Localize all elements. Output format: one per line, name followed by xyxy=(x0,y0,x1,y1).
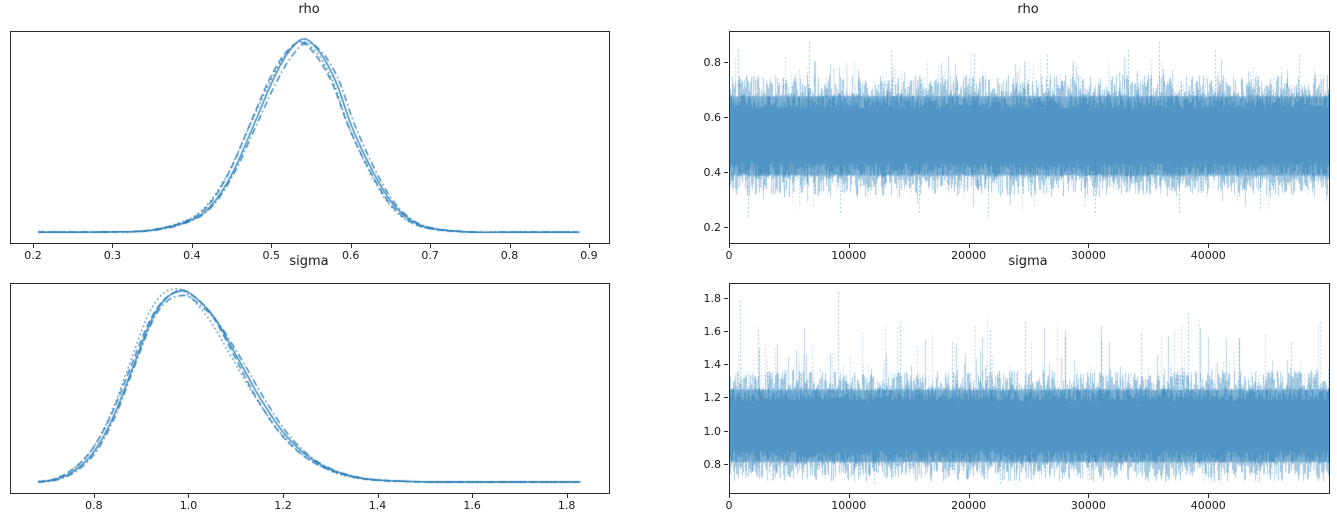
x-tick-mark xyxy=(1208,244,1210,248)
rho-trace-canvas xyxy=(730,32,1329,243)
x-tick-label: 0.4 xyxy=(183,249,201,262)
y-tick-label: 0.2 xyxy=(703,220,722,234)
y-tick-label: 1.4 xyxy=(703,358,722,372)
y-tick-mark xyxy=(724,463,728,465)
plot-title-sigma-density: sigma xyxy=(289,254,329,269)
x-tick-mark xyxy=(377,494,379,498)
x-tick-label: 0.6 xyxy=(341,249,360,262)
x-tick-label: 0.8 xyxy=(500,249,519,262)
sigma-trace-plot xyxy=(729,283,1330,494)
y-tick-label: 1.0 xyxy=(703,424,722,438)
x-tick-label: 1.6 xyxy=(463,499,481,512)
y-tick-mark xyxy=(724,331,728,333)
x-tick-mark xyxy=(112,244,114,248)
y-tick-label: 1.2 xyxy=(703,391,722,405)
x-tick-label: 1.8 xyxy=(557,499,576,512)
x-tick-label: 1.2 xyxy=(274,499,292,512)
sigma-density-plot xyxy=(10,283,610,494)
x-tick-mark xyxy=(729,494,730,498)
y-tick-label: 0.8 xyxy=(703,56,722,70)
y-tick-label: 1.8 xyxy=(703,291,722,305)
x-tick-mark xyxy=(188,494,190,498)
sigma-density-canvas xyxy=(11,284,609,493)
rho-density-plot xyxy=(10,31,610,244)
x-tick-label: 10000 xyxy=(831,499,867,512)
x-tick-mark xyxy=(350,244,352,248)
plot-title-rho-density: rho xyxy=(298,2,320,17)
plot-title-rho-trace: rho xyxy=(1017,2,1039,17)
x-tick-mark xyxy=(430,244,432,248)
rho-trace-plot xyxy=(729,31,1330,244)
x-tick-label: 20000 xyxy=(951,249,987,262)
x-tick-mark xyxy=(848,494,850,498)
x-tick-label: 0 xyxy=(725,249,733,262)
x-tick-label: 40000 xyxy=(1190,499,1226,512)
x-tick-label: 20000 xyxy=(951,499,987,512)
x-tick-mark xyxy=(1088,244,1090,248)
y-tick-mark xyxy=(724,116,728,118)
y-tick-label: 1.6 xyxy=(703,325,722,339)
x-tick-mark xyxy=(33,244,35,248)
x-tick-label: 0.5 xyxy=(262,249,281,262)
x-tick-label: 30000 xyxy=(1070,249,1106,262)
x-tick-label: 1.4 xyxy=(368,499,387,512)
x-tick-label: 0.3 xyxy=(103,249,122,262)
x-tick-label: 0 xyxy=(725,499,733,512)
x-tick-label: 0.7 xyxy=(421,249,439,262)
x-tick-mark xyxy=(1088,494,1090,498)
x-tick-label: 10000 xyxy=(831,249,867,262)
x-tick-mark xyxy=(93,494,95,498)
x-tick-label: 0.8 xyxy=(85,499,103,512)
y-tick-mark xyxy=(724,397,728,399)
y-tick-mark xyxy=(724,430,728,432)
x-tick-mark xyxy=(191,244,193,248)
rho-density-canvas xyxy=(11,32,609,243)
x-tick-label: 0.9 xyxy=(580,249,598,262)
y-tick-mark xyxy=(724,226,728,228)
y-tick-label: 0.4 xyxy=(703,165,722,179)
x-tick-mark xyxy=(1208,494,1210,498)
x-tick-label: 1.0 xyxy=(179,499,198,512)
plot-title-sigma-trace: sigma xyxy=(1008,254,1048,269)
x-tick-mark xyxy=(271,244,273,248)
x-tick-mark xyxy=(588,244,590,248)
x-tick-mark xyxy=(968,494,970,498)
x-tick-label: 0.2 xyxy=(24,249,42,262)
x-tick-label: 40000 xyxy=(1190,249,1226,262)
x-tick-mark xyxy=(472,494,474,498)
x-tick-mark xyxy=(283,494,284,498)
sigma-trace-canvas xyxy=(730,284,1329,493)
y-tick-mark xyxy=(724,297,728,299)
x-tick-mark xyxy=(848,244,850,248)
x-tick-mark xyxy=(968,244,970,248)
y-tick-label: 0.8 xyxy=(703,457,722,471)
y-tick-mark xyxy=(724,62,728,64)
x-tick-mark xyxy=(509,244,511,248)
y-tick-mark xyxy=(724,171,728,173)
x-tick-label: 30000 xyxy=(1070,499,1106,512)
y-tick-mark xyxy=(724,364,728,366)
y-tick-label: 0.6 xyxy=(703,110,722,124)
x-tick-mark xyxy=(566,494,568,498)
x-tick-mark xyxy=(729,244,730,248)
